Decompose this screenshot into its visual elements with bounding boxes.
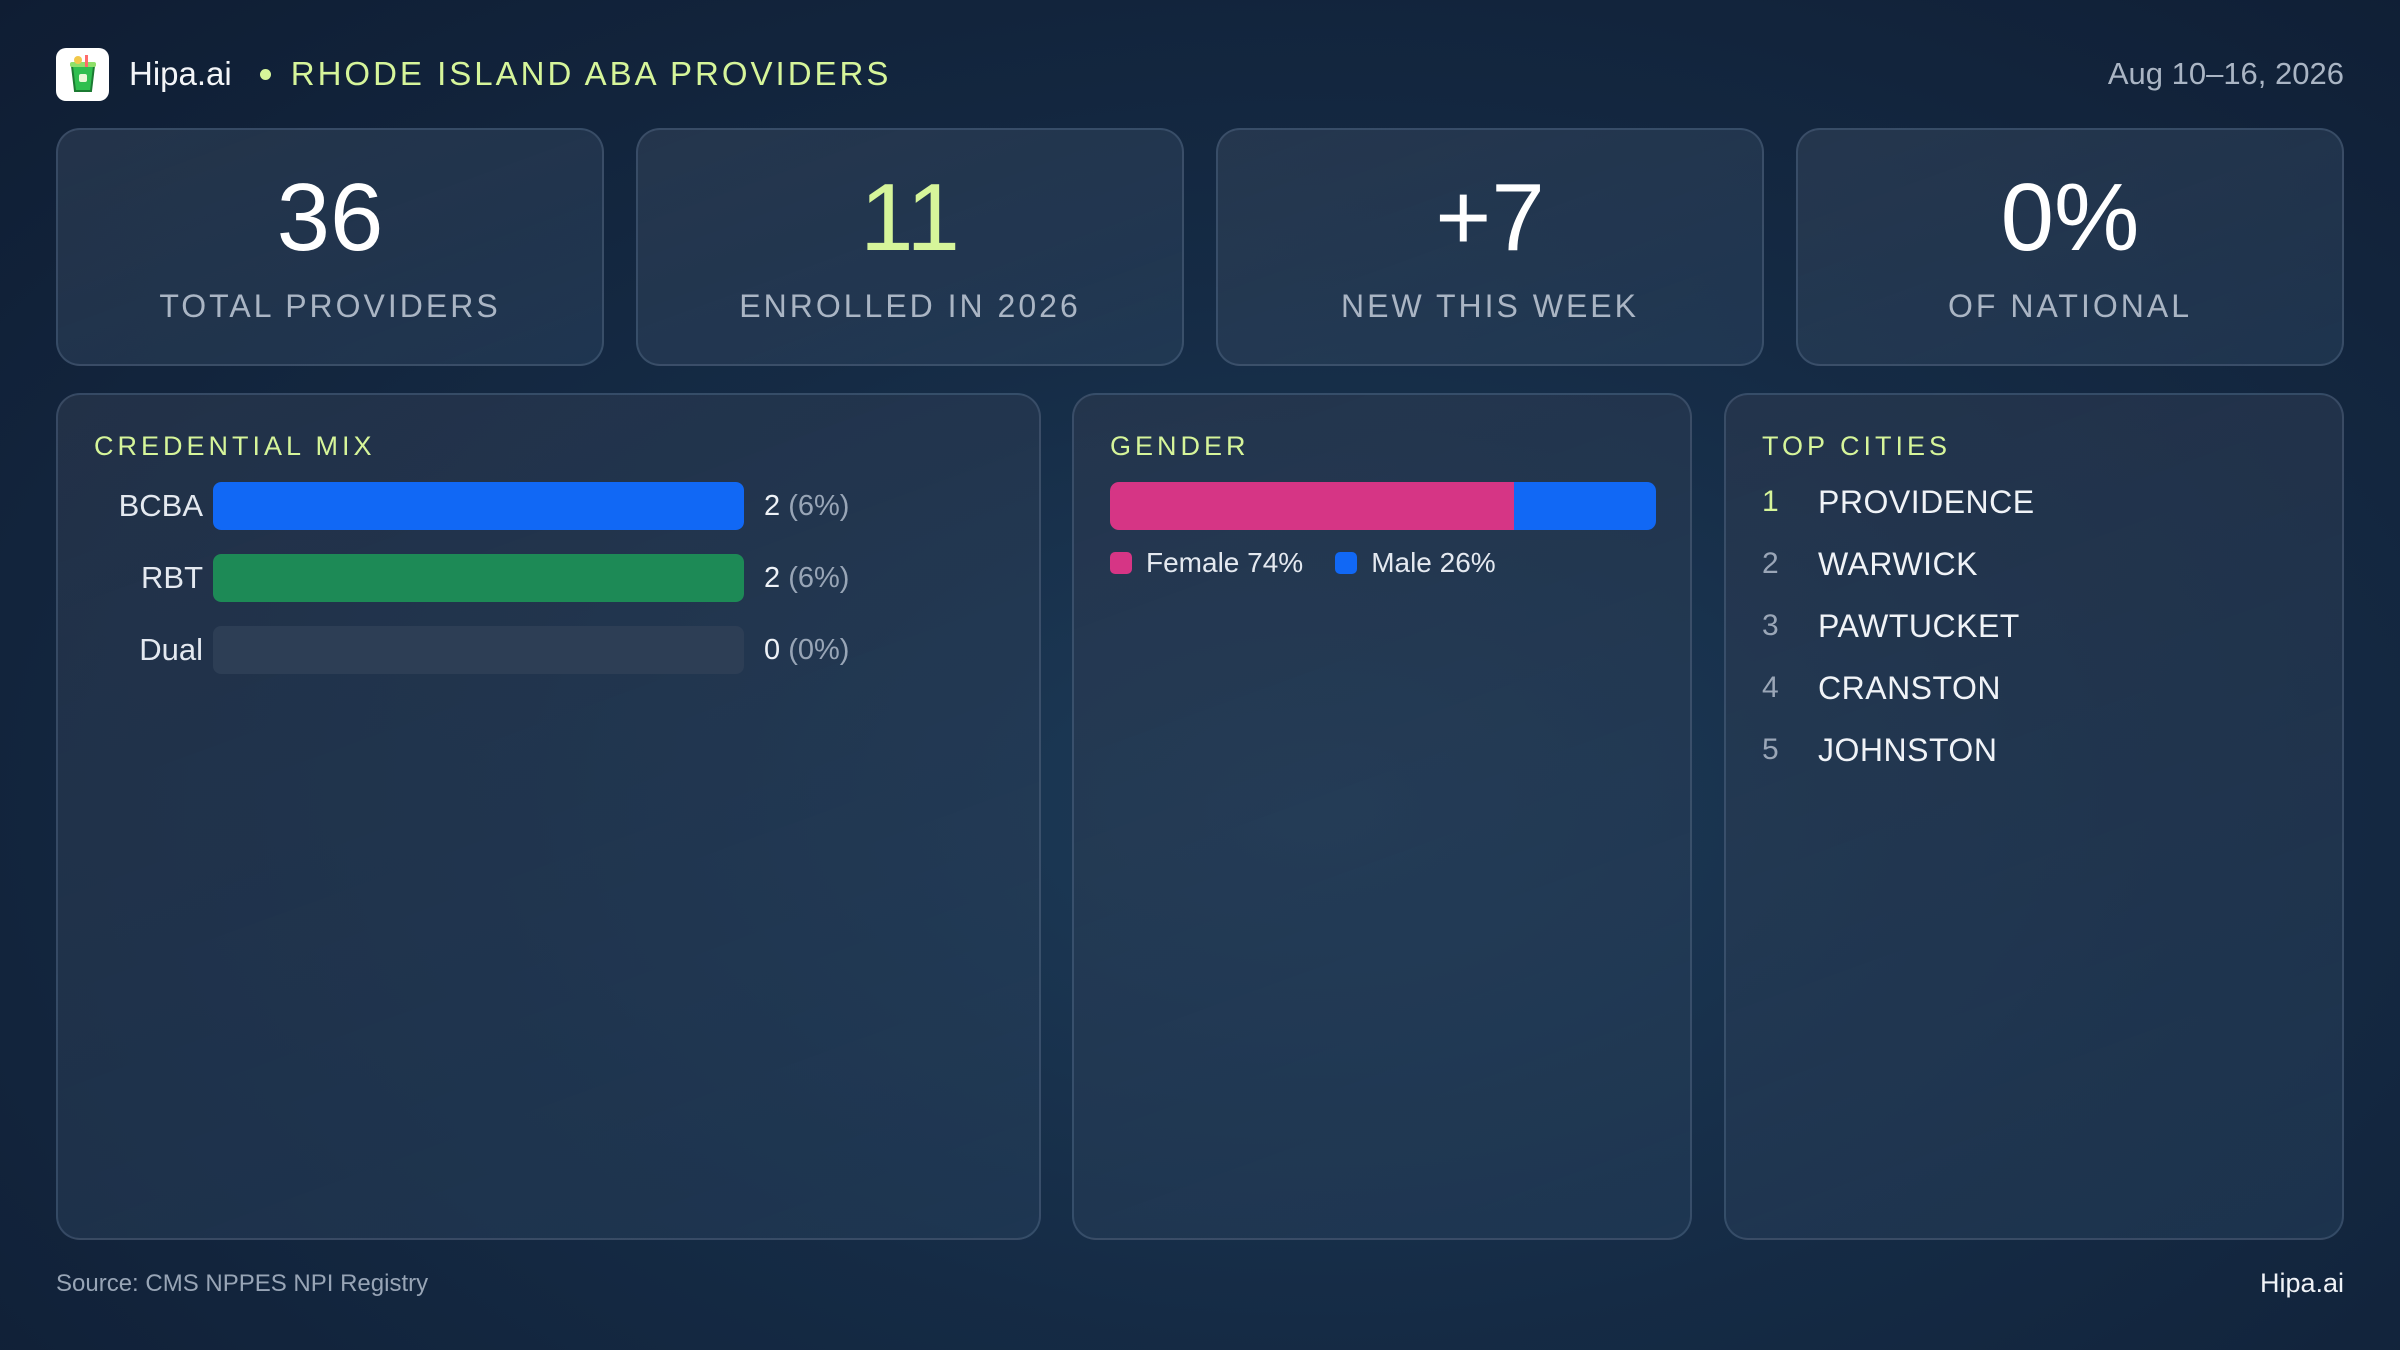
credential-percent: (0%): [788, 634, 850, 666]
city-name: CRANSTON: [1818, 669, 2001, 706]
stat-card-enrolled: 11 ENROLLED IN 2026: [636, 128, 1184, 366]
stats-row: 36 TOTAL PROVIDERS 11 ENROLLED IN 2026 +…: [56, 128, 2344, 366]
date-range: Aug 10–16, 2026: [2107, 56, 2344, 91]
credential-count: 0: [764, 634, 781, 666]
legend-label-male: Male 26%: [1371, 547, 1496, 578]
page-title: RHODE ISLAND ABA PROVIDERS: [290, 55, 892, 92]
legend-label-female: Female 74%: [1146, 547, 1304, 578]
credential-row-rbt: RBT 2 (6%): [58, 554, 1043, 602]
gender-panel: GENDER Female 74% Male 26%: [1072, 393, 1692, 1240]
credential-row-dual: Dual 0 (0%): [58, 626, 1043, 674]
city-row: 1 PROVIDENCE: [1762, 480, 2035, 524]
stat-label: OF NATIONAL: [1948, 287, 2192, 324]
gender-legend: Female 74% Male 26%: [1110, 547, 1528, 579]
credential-value: 2 (6%): [764, 554, 849, 602]
credential-bar-track: [213, 626, 744, 674]
separator-dot: [259, 68, 271, 80]
stat-value: 0%: [2000, 163, 2140, 271]
gender-bar-male: [1514, 482, 1656, 530]
stat-value: +7: [1435, 163, 1545, 271]
header: Hipa.ai RHODE ISLAND ABA PROVIDERS Aug 1…: [56, 46, 2344, 102]
gender-bar-female: [1110, 482, 1515, 530]
credential-percent: (6%): [788, 490, 850, 522]
credential-value: 2 (6%): [764, 482, 849, 530]
credential-mix-panel: CREDENTIAL MIX BCBA 2 (6%) RBT 2 (6%) Du…: [56, 393, 1041, 1240]
city-name: PAWTUCKET: [1818, 607, 2020, 644]
city-row: 5 JOHNSTON: [1762, 728, 1997, 772]
city-row: 2 WARWICK: [1762, 542, 1978, 586]
footer-brand[interactable]: Hipa.ai: [2259, 1268, 2344, 1298]
credential-bar-track: [213, 554, 744, 602]
stat-card-of-national: 0% OF NATIONAL: [1796, 128, 2344, 366]
city-row: 3 PAWTUCKET: [1762, 604, 2020, 648]
credential-count: 2: [764, 562, 781, 594]
stat-label: NEW THIS WEEK: [1341, 287, 1639, 324]
credential-bar-fill: [213, 482, 744, 530]
cup-icon: [69, 55, 96, 92]
panel-title: CREDENTIAL MIX: [94, 431, 376, 461]
credential-bar-track: [213, 482, 744, 530]
legend-swatch-female: [1110, 552, 1132, 574]
city-rank: 4: [1762, 671, 1779, 704]
city-rank: 5: [1762, 733, 1779, 766]
credential-bar-fill: [213, 554, 744, 602]
stat-label: TOTAL PROVIDERS: [159, 287, 501, 324]
credential-label: RBT: [141, 560, 203, 595]
source-note: Source: CMS NPPES NPI Registry: [56, 1270, 429, 1297]
credential-value: 0 (0%): [764, 626, 849, 674]
stat-card-new-this-week: +7 NEW THIS WEEK: [1216, 128, 1764, 366]
stat-value: 11: [860, 163, 960, 271]
city-name: WARWICK: [1818, 545, 1978, 582]
stat-label: ENROLLED IN 2026: [739, 287, 1081, 324]
city-name: PROVIDENCE: [1818, 483, 2035, 520]
credential-percent: (6%): [788, 562, 850, 594]
city-rank: 1: [1762, 485, 1779, 518]
legend-swatch-male: [1335, 552, 1358, 574]
stat-value: 36: [276, 163, 384, 271]
app-logo[interactable]: [56, 47, 109, 101]
credential-row-bcba: BCBA 2 (6%): [58, 482, 1043, 530]
city-rank: 3: [1762, 609, 1779, 642]
panel-title: GENDER: [1110, 431, 1250, 461]
credential-label: BCBA: [118, 488, 203, 523]
city-row: 4 CRANSTON: [1762, 666, 2001, 710]
city-name: JOHNSTON: [1818, 731, 1998, 768]
gender-bar: [1110, 482, 1656, 530]
legend-item-female: Female 74%: [1110, 547, 1303, 579]
top-cities-panel: TOP CITIES 1 PROVIDENCE 2 WARWICK 3 PAWT…: [1724, 393, 2344, 1240]
city-rank: 2: [1762, 547, 1779, 580]
brand-name: Hipa.ai: [129, 55, 232, 92]
panel-title: TOP CITIES: [1762, 431, 1952, 461]
stat-card-total-providers: 36 TOTAL PROVIDERS: [56, 128, 604, 366]
credential-label: Dual: [139, 632, 203, 667]
credential-count: 2: [764, 490, 781, 522]
legend-item-male: Male 26%: [1335, 547, 1496, 579]
